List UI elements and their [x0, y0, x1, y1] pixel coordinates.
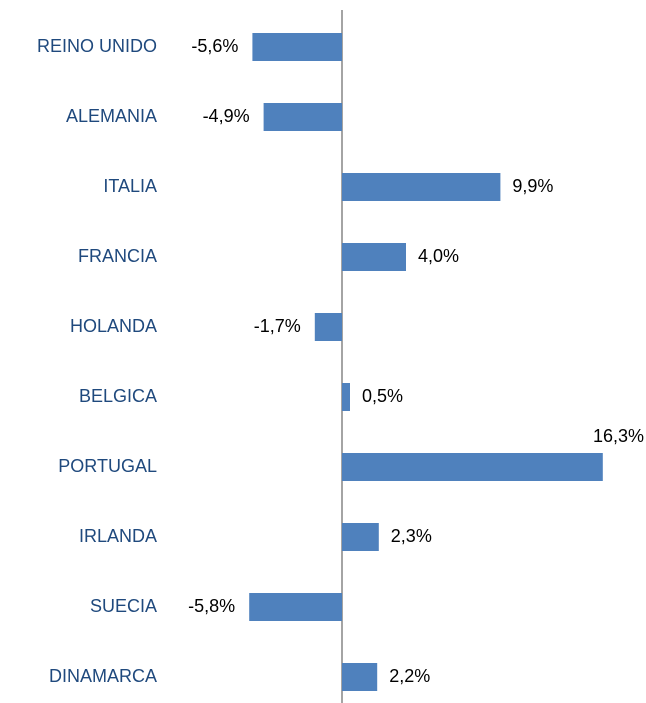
bar [314, 313, 342, 341]
bar [342, 173, 501, 201]
value-label: -5,6% [191, 36, 238, 56]
value-label: 2,2% [389, 666, 430, 686]
category-label: IRLANDA [79, 526, 157, 546]
value-label: -5,8% [188, 596, 235, 616]
bar [342, 453, 603, 481]
value-label: -4,9% [203, 106, 250, 126]
category-label: FRANCIA [78, 246, 157, 266]
category-label: REINO UNIDO [37, 36, 157, 56]
bar [342, 523, 379, 551]
bar [342, 383, 350, 411]
bar [249, 593, 342, 621]
category-label: BELGICA [79, 386, 157, 406]
category-label: ITALIA [103, 176, 157, 196]
bar [342, 243, 406, 271]
category-label: SUECIA [90, 596, 157, 616]
category-label: HOLANDA [70, 316, 157, 336]
category-label: ALEMANIA [66, 106, 157, 126]
value-label: -1,7% [254, 316, 301, 336]
category-label: DINAMARCA [49, 666, 157, 686]
category-label: PORTUGAL [58, 456, 157, 476]
value-label: 16,3% [593, 426, 644, 446]
bar [342, 663, 378, 691]
value-label: 9,9% [512, 176, 553, 196]
value-label: 4,0% [418, 246, 459, 266]
bar [263, 103, 342, 131]
value-label: 2,3% [391, 526, 432, 546]
value-label: 0,5% [362, 386, 403, 406]
bar [252, 33, 342, 61]
